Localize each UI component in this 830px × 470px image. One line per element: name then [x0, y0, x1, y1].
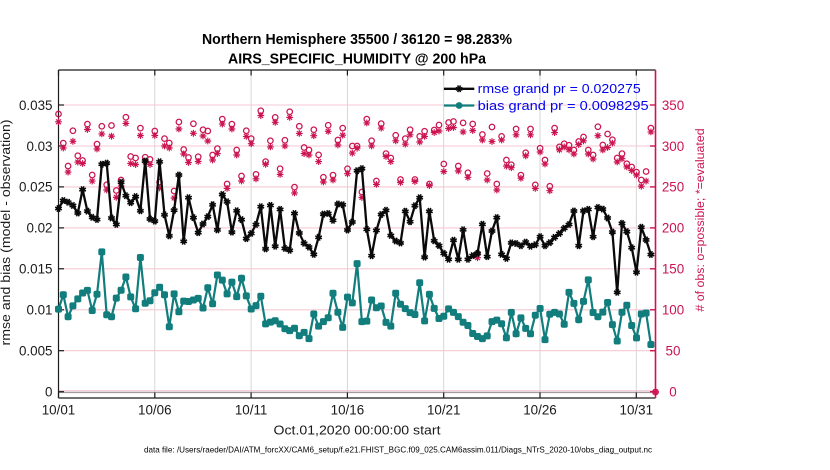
svg-text:10/11: 10/11: [235, 403, 268, 418]
svg-text:0.03: 0.03: [26, 139, 52, 154]
svg-text:150: 150: [662, 262, 684, 277]
svg-text:300: 300: [662, 139, 684, 154]
svg-text:10/01: 10/01: [42, 403, 76, 418]
svg-text:bias grand pr = 0.0098295: bias grand pr = 0.0098295: [478, 99, 649, 113]
svg-text:0.035: 0.035: [19, 98, 53, 113]
svg-text:0.01: 0.01: [26, 303, 52, 318]
svg-text:0.02: 0.02: [26, 221, 52, 236]
svg-text:AIRS_SPECIFIC_HUMIDITY @ 200 h: AIRS_SPECIFIC_HUMIDITY @ 200 hPa: [228, 51, 487, 68]
svg-text:10/06: 10/06: [138, 403, 172, 418]
svg-text:250: 250: [662, 180, 684, 195]
svg-text:Northern Hemisphere 35500 / 36: Northern Hemisphere 35500 / 36120 = 98.2…: [202, 31, 512, 48]
svg-text:# of obs: o=possible; *=evalua: # of obs: o=possible; *=evaluated: [693, 128, 707, 311]
svg-text:50: 50: [666, 344, 681, 359]
svg-text:0: 0: [669, 385, 676, 400]
svg-text:Oct.01,2020 00:00:00 start: Oct.01,2020 00:00:00 start: [274, 423, 442, 437]
svg-text:100: 100: [662, 303, 684, 318]
svg-text:rmse grand pr = 0.020275: rmse grand pr = 0.020275: [478, 82, 641, 96]
svg-text:10/21: 10/21: [427, 403, 461, 418]
svg-text:350: 350: [662, 98, 684, 113]
svg-text:0.015: 0.015: [19, 262, 53, 277]
svg-text:rmse and bias (model - observa: rmse and bias (model - observation): [0, 120, 13, 346]
svg-text:data file: /Users/raeder/DAI/A: data file: /Users/raeder/DAI/ATM_forcXX/…: [144, 445, 653, 455]
svg-text:10/16: 10/16: [331, 403, 365, 418]
svg-text:10/31: 10/31: [620, 403, 654, 418]
svg-text:0.025: 0.025: [19, 180, 53, 195]
svg-text:10/26: 10/26: [523, 403, 557, 418]
svg-text:0.005: 0.005: [19, 344, 53, 359]
svg-text:0: 0: [45, 385, 52, 400]
svg-text:200: 200: [662, 221, 684, 236]
